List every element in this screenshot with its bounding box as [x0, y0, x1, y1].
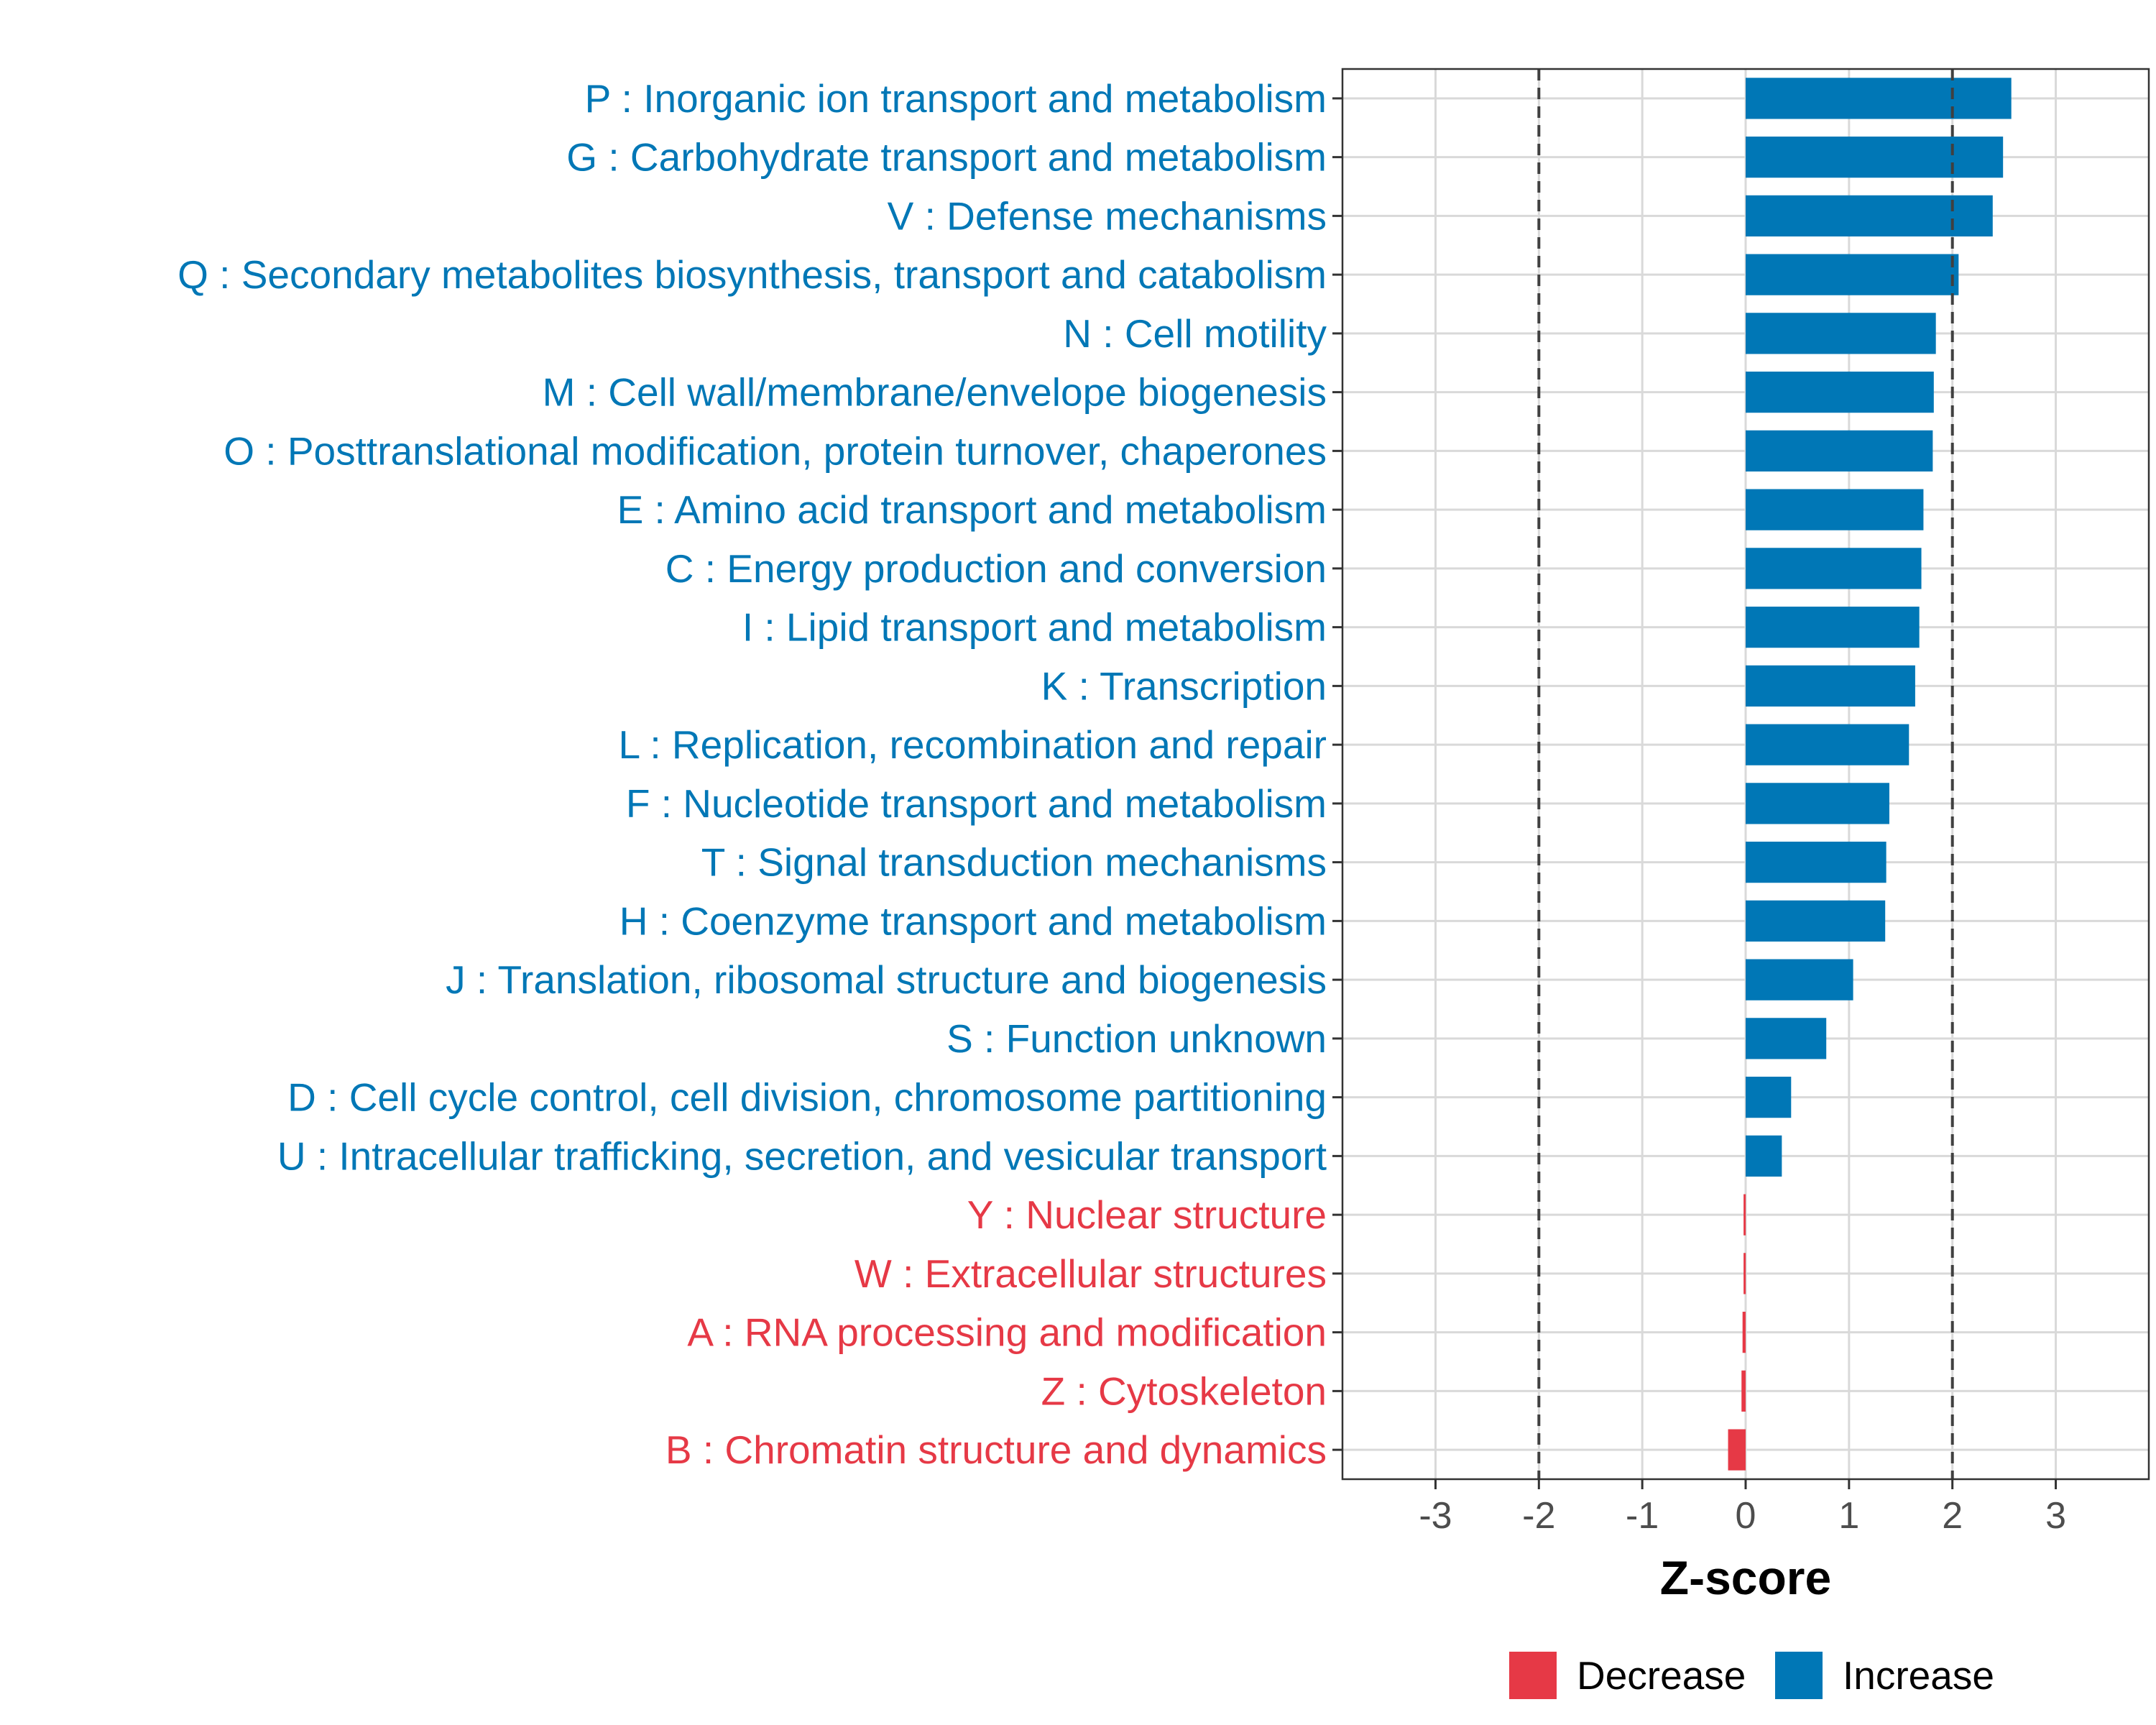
category-label: C : Energy production and conversion [665, 546, 1327, 591]
bar [1746, 842, 1886, 883]
category-label: F : Nucleotide transport and metabolism [626, 781, 1327, 826]
category-label: Y : Nuclear structure [967, 1192, 1327, 1237]
bar [1746, 548, 1922, 589]
bar [1746, 783, 1889, 824]
bar [1746, 372, 1934, 413]
bar [1746, 1077, 1792, 1118]
x-tick-label: -3 [1419, 1495, 1452, 1537]
category-label: O : Posttranslational modification, prot… [224, 428, 1327, 473]
category-label: A : RNA processing and modification [687, 1310, 1327, 1355]
category-label: N : Cell motility [1063, 311, 1327, 356]
x-tick-marks [1434, 1479, 2058, 1489]
x-tick-label: 2 [1942, 1495, 1963, 1537]
y-tick-marks [1332, 97, 1342, 1451]
bar [1746, 900, 1886, 942]
x-tick-labels: -3 -2 -1 0 1 2 3 [1419, 1495, 2066, 1537]
bar [1746, 78, 2012, 119]
category-label: D : Cell cycle control, cell division, c… [287, 1075, 1327, 1120]
category-label: I : Lipid transport and metabolism [742, 605, 1327, 650]
category-label: J : Translation, ribosomal structure and… [446, 957, 1327, 1002]
bar [1728, 1429, 1746, 1471]
x-tick-label: 0 [1736, 1495, 1756, 1537]
category-label: H : Coenzyme transport and metabolism [619, 898, 1327, 943]
category-label: U : Intracellular trafficking, secretion… [277, 1133, 1327, 1178]
reference-lines [1537, 69, 1954, 1479]
legend-label: Increase [1843, 1653, 1994, 1698]
bar [1746, 254, 1959, 295]
category-label: Q : Secondary metabolites biosynthesis, … [178, 252, 1327, 297]
bar [1743, 1253, 1746, 1294]
bar [1746, 959, 1853, 1000]
category-labels: P : Inorganic ion transport and metaboli… [178, 76, 1327, 1472]
category-label: E : Amino acid transport and metabolism [617, 487, 1327, 532]
x-tick-label: -2 [1522, 1495, 1555, 1537]
bar [1746, 430, 1933, 472]
category-label: T : Signal transduction mechanisms [701, 840, 1327, 885]
legend-label: Decrease [1577, 1653, 1746, 1698]
category-label: V : Defense mechanisms [888, 193, 1327, 238]
bar [1746, 665, 1915, 707]
bar [1746, 195, 1993, 236]
category-label: P : Inorganic ion transport and metaboli… [585, 76, 1327, 121]
bar [1746, 489, 1924, 530]
bars [1728, 78, 2012, 1471]
x-tick-label: 1 [1838, 1495, 1859, 1537]
x-tick-label: 3 [2045, 1495, 2066, 1537]
category-label: Z : Cytoskeleton [1041, 1368, 1327, 1413]
category-label: G : Carbohydrate transport and metabolis… [566, 135, 1327, 180]
bar [1746, 724, 1909, 765]
bar [1746, 607, 1920, 648]
legend-swatch [1775, 1652, 1823, 1699]
category-label: K : Transcription [1041, 663, 1327, 708]
bar [1746, 137, 2004, 178]
category-label: W : Extracellular structures [854, 1251, 1327, 1296]
x-axis-title: Z-score [1660, 1551, 1831, 1604]
category-label: B : Chromatin structure and dynamics [665, 1427, 1327, 1472]
bar [1746, 1135, 1782, 1177]
bar [1746, 1018, 1827, 1059]
category-label: M : Cell wall/membrane/envelope biogenes… [543, 370, 1327, 415]
bar [1743, 1194, 1746, 1236]
category-label: L : Replication, recombination and repai… [619, 722, 1327, 767]
category-label: S : Function unknown [946, 1016, 1327, 1061]
bar [1742, 1312, 1746, 1353]
x-tick-label: -1 [1626, 1495, 1659, 1537]
legend: Decrease Increase [1509, 1652, 1994, 1699]
bar [1746, 313, 1936, 354]
legend-swatch [1509, 1652, 1557, 1699]
bar [1741, 1370, 1746, 1412]
